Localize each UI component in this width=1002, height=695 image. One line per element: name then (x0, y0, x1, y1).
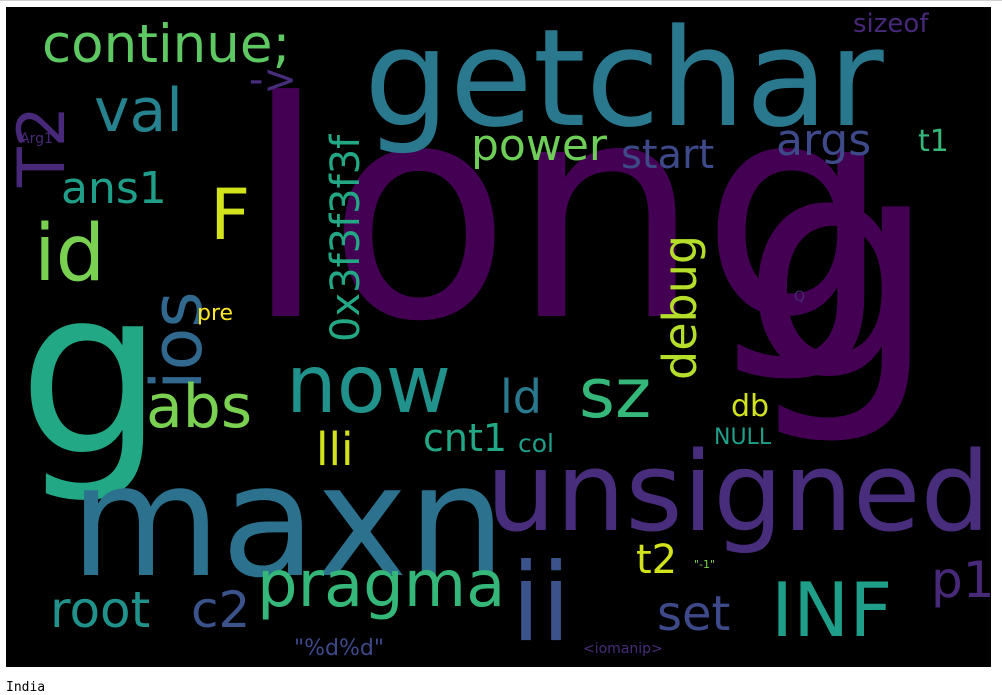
word-root: root (50, 581, 151, 639)
word-inf: INF (771, 566, 893, 654)
word-neg1: "-1" (694, 558, 716, 571)
word-maxn: maxn (70, 431, 506, 612)
word-ii: ii (511, 541, 572, 666)
word-ld: ld (500, 370, 542, 424)
word-lli: lli (316, 423, 354, 476)
word-val: val (94, 76, 183, 146)
word-unsigned: unsigned (486, 428, 991, 556)
word-abs: abs (146, 372, 253, 442)
word-args: args (776, 115, 872, 166)
word-p1: p1 (931, 551, 991, 609)
word-cloud: long g g getchar maxn unsigned now conti… (6, 7, 991, 667)
word-iomanip: <iomanip> (583, 641, 663, 657)
word-g: g (741, 89, 938, 450)
word-pragma: pragma (257, 548, 506, 622)
word-pre: pre (197, 301, 234, 326)
word-g-left: g (18, 240, 164, 507)
word-arrow: -> (249, 57, 297, 103)
word-continue: continue; (42, 14, 291, 75)
word-set: set (657, 586, 731, 642)
word-hex: 0x3f3f3f3f (323, 134, 369, 342)
top-divider (0, 0, 1002, 1)
word-start: start (621, 132, 715, 178)
word-arg1: Arg1 (20, 131, 53, 147)
word-t1: t1 (918, 124, 949, 159)
word-sizeof: sizeof (853, 9, 929, 39)
word-col: col (518, 429, 554, 458)
word-id: id (34, 209, 106, 299)
word-getchar: getchar (364, 7, 884, 157)
word-sz: sz (579, 354, 652, 434)
word-cnt1: cnt1 (423, 416, 508, 460)
word-t2-low: t2 (636, 537, 678, 583)
word-q: Q (794, 289, 806, 305)
word-f: F (210, 174, 251, 256)
word-ans1: ans1 (61, 163, 167, 214)
word-fmt: "%d%d" (294, 636, 384, 661)
word-c2: c2 (191, 581, 251, 639)
word-debug: debug (653, 234, 707, 380)
word-power: power (471, 120, 607, 171)
word-db: db (731, 389, 770, 424)
caption-label: India (6, 680, 46, 695)
word-long: long (244, 38, 892, 387)
word-null: NULL (714, 425, 772, 450)
word-now: now (286, 338, 452, 431)
